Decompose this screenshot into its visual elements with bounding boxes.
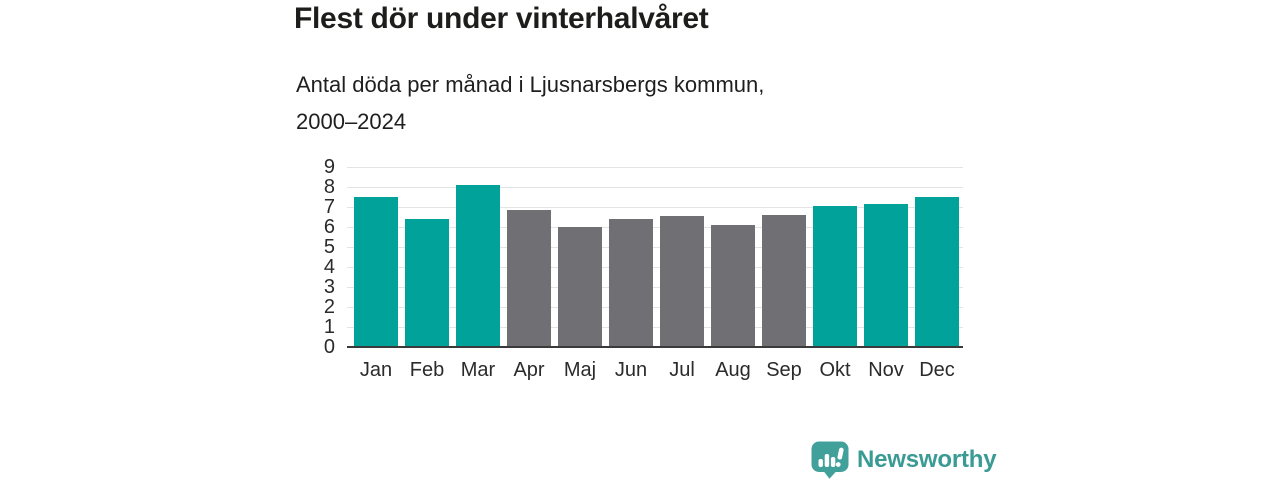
x-axis-label-apr: Apr xyxy=(513,359,545,381)
y-axis-label: 3 xyxy=(323,276,335,298)
x-axis-label-mar: Mar xyxy=(460,359,496,381)
bar-nov xyxy=(864,204,908,347)
x-axis-label-jun: Jun xyxy=(614,359,648,381)
x-axis-label-okt: Okt xyxy=(819,359,851,381)
grid-line xyxy=(347,307,963,308)
bar-apr xyxy=(507,210,551,347)
grid-line xyxy=(347,247,963,248)
x-axis-label-dec: Dec xyxy=(919,359,955,381)
y-axis-label: 1 xyxy=(323,316,335,338)
x-axis-line xyxy=(347,346,963,348)
bar-maj xyxy=(558,227,602,347)
bar-jul xyxy=(660,216,704,347)
y-axis-label: 5 xyxy=(323,236,335,258)
x-axis-label-jul: Jul xyxy=(669,359,695,381)
x-axis-label-sep: Sep xyxy=(766,359,802,381)
bar-dec xyxy=(915,197,959,347)
y-axis-label: 7 xyxy=(323,196,335,218)
y-axis-label: 8 xyxy=(323,176,335,198)
bar-jan xyxy=(354,197,398,347)
x-axis-label-nov: Nov xyxy=(868,359,904,381)
x-axis-label-jan: Jan xyxy=(359,359,393,381)
x-axis-label-maj: Maj xyxy=(563,359,597,381)
x-axis-label-feb: Feb xyxy=(409,359,445,381)
chart-subtitle: Antal döda per månad i Ljusnarsbergs kom… xyxy=(296,72,765,134)
grid-line xyxy=(347,327,963,328)
y-axis-label: 6 xyxy=(323,216,335,238)
grid-line xyxy=(347,207,963,208)
y-axis-label: 9 xyxy=(323,156,335,178)
bar-aug xyxy=(711,225,755,347)
newsworthy-logo-icon xyxy=(811,441,849,479)
grid-line xyxy=(347,227,963,228)
grid-line xyxy=(347,287,963,288)
grid-line xyxy=(347,167,963,168)
bar-sep xyxy=(762,215,806,347)
newsworthy-logo: Newsworthy xyxy=(810,441,997,479)
x-axis-label-aug: Aug xyxy=(715,359,751,381)
bar-okt xyxy=(813,206,857,347)
grid-line xyxy=(347,267,963,268)
y-axis-label: 4 xyxy=(323,256,335,278)
y-axis-label: 2 xyxy=(323,296,335,318)
grid-line xyxy=(347,187,963,188)
page-title: Flest dör under vinterhalvåret xyxy=(294,2,709,35)
y-axis-label: 0 xyxy=(323,336,335,358)
bar-jun xyxy=(609,219,653,347)
bar-mar xyxy=(456,185,500,347)
newsworthy-logo-text: Newsworthy xyxy=(857,446,997,473)
bar-feb xyxy=(405,219,449,347)
